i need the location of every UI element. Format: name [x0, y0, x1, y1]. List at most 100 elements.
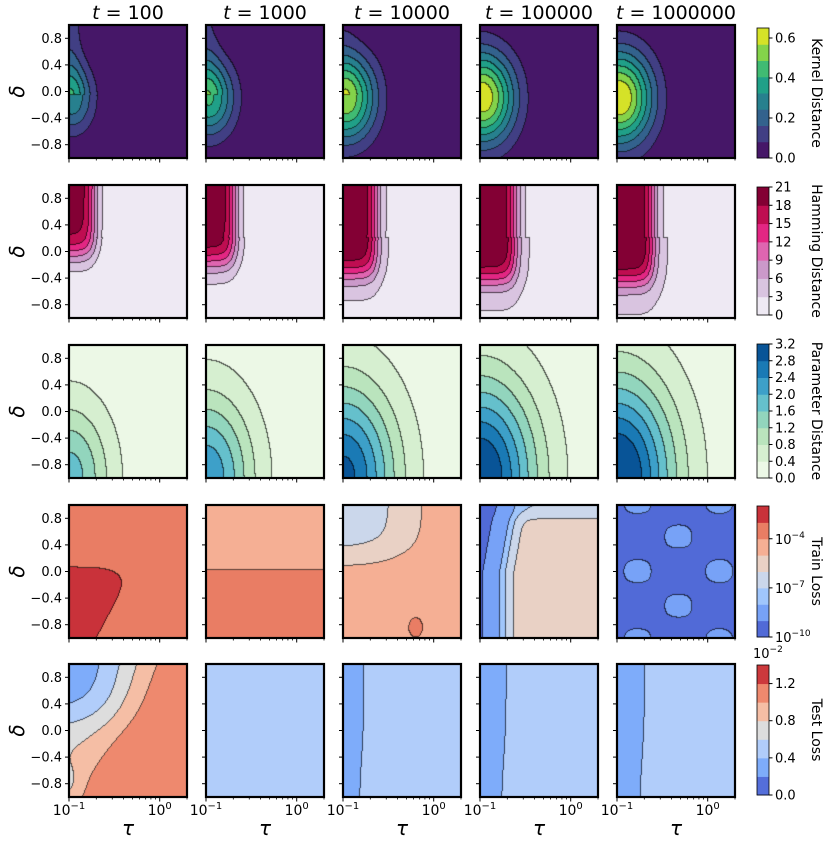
colorbar-segment — [757, 739, 769, 759]
colorbar-segment — [757, 187, 769, 206]
y-tick-label: 0.8 — [41, 671, 62, 686]
x-tick-label: 10−1 — [464, 801, 497, 819]
contour-panel-r1-c5 — [617, 25, 735, 158]
x-axis-label: τ — [670, 816, 683, 840]
colorbar-tick-label: 0.4 — [775, 455, 796, 470]
colorbar-segment — [757, 587, 769, 605]
colorbar-tick-label: 0.0 — [775, 152, 796, 167]
contour-panel-r5-c2 — [206, 664, 324, 797]
colorbar-segment — [757, 427, 769, 445]
y-tick-label: 0.0 — [41, 85, 62, 100]
contour-panel-r1-c3 — [343, 25, 461, 158]
colorbar-segment — [757, 506, 769, 523]
colorbar-tick-label: 0.2 — [775, 112, 796, 127]
colorbar-segment — [757, 604, 769, 622]
x-tick-label: 100 — [422, 801, 446, 819]
colorbar-tick-label: 6 — [775, 272, 783, 287]
colorbar-segment — [757, 76, 769, 94]
colorbar-tick-label: 0.0 — [775, 789, 796, 804]
colorbar-tick-label: 12 — [775, 235, 792, 250]
colorbar-tick-label: 1.6 — [775, 405, 796, 420]
colorbar-label: Kernel Distance — [808, 38, 824, 148]
colorbar-segment — [757, 93, 769, 110]
colorbar-tick-label: 0.6 — [775, 32, 796, 47]
y-tick-label: −0.8 — [30, 777, 62, 792]
colorbar-tick-label: 0.4 — [775, 751, 796, 766]
x-tick-label: 10−1 — [601, 801, 634, 819]
contour-panel-r1-c2 — [206, 25, 324, 158]
contour-panel-r5-c3 — [343, 664, 461, 797]
colorbar-segment — [757, 278, 769, 298]
colorbar-label: Parameter Distance — [808, 342, 824, 481]
y-tick-label: −0.4 — [30, 592, 62, 607]
colorbar-segment — [757, 28, 769, 45]
y-tick-label: 0.8 — [41, 192, 62, 207]
colorbar-frame — [756, 664, 770, 796]
y-axis-label: δ — [5, 565, 29, 577]
y-tick-label: 0.4 — [41, 697, 62, 712]
y-tick-label: −0.8 — [30, 458, 62, 473]
y-tick-label: −0.8 — [30, 618, 62, 633]
y-tick-label: 0.0 — [41, 405, 62, 420]
colorbar-segment — [757, 461, 769, 479]
colorbar-tick-label: 1.2 — [775, 421, 796, 436]
y-axis-label: δ — [5, 85, 29, 97]
colorbar-segment — [757, 205, 769, 225]
colorbar-tick-label: 18 — [775, 199, 792, 214]
y-tick-label: −0.4 — [30, 112, 62, 127]
colorbar-segment — [757, 571, 769, 589]
colorbar-segment — [757, 296, 769, 316]
colorbar-segment — [757, 241, 769, 261]
colorbar-segment — [757, 60, 769, 78]
contour-panel-r2-c3 — [343, 185, 461, 318]
colorbar-tick-label: 3.2 — [775, 338, 796, 353]
colorbar-segment — [757, 683, 769, 703]
contour-panel-r3-c1 — [69, 345, 187, 478]
y-tick-label: 0.4 — [41, 58, 62, 73]
y-tick-label: −0.4 — [30, 751, 62, 766]
colorbar-segment — [757, 665, 769, 685]
colorbar-segment — [757, 522, 769, 540]
contour-maps — [69, 25, 769, 797]
colorbar-segment — [757, 109, 769, 126]
colorbar-segment — [757, 141, 769, 159]
colorbar-segment — [757, 702, 769, 722]
y-tick-label: 0.0 — [41, 245, 62, 260]
colorbar-tick-label: 0 — [775, 309, 783, 324]
colorbar-tick-label: 9 — [775, 254, 783, 269]
contour-panel-r3-c3 — [343, 345, 461, 478]
colorbar-tick-label: 0.4 — [775, 72, 796, 87]
colorbar-tick-label: 10−4 — [775, 531, 805, 548]
colorbar-tick-label: 10−10 — [775, 629, 811, 646]
y-tick-label: −0.8 — [30, 298, 62, 313]
column-title: t = 100000 — [485, 2, 593, 24]
colorbar-tick-label: 15 — [775, 217, 792, 232]
y-tick-label: 0.8 — [41, 352, 62, 367]
x-tick-label: 100 — [559, 801, 583, 819]
y-tick-label: −0.4 — [30, 432, 62, 447]
contour-panel-r1-c1 — [69, 25, 187, 158]
contour-panel-r2-c5 — [617, 185, 735, 318]
colorbar-segment — [757, 125, 769, 143]
contour-panel-r3-c4 — [480, 345, 598, 478]
contour-panel-r4-c5 — [617, 505, 735, 638]
colorbar-segment — [757, 223, 769, 243]
colorbar-segment — [757, 757, 769, 777]
figure-text: 0.8 0.4 0.0 −0.4 −0.8 t = 100 t = 1000 t = 1000… — [5, 2, 824, 840]
contour-panel-r4-c3 — [343, 505, 461, 638]
y-tick-label: 0.8 — [41, 512, 62, 527]
y-axis-label: δ — [5, 245, 29, 257]
contour-panel-r1-c4 — [480, 25, 598, 158]
colorbar-segment — [757, 720, 769, 740]
colorbar-segment — [757, 555, 769, 572]
y-tick-label: −0.4 — [30, 272, 62, 287]
x-tick-label: 10−1 — [327, 801, 360, 819]
colorbar-label: Hamming Distance — [808, 184, 824, 318]
colorbar-segment — [757, 444, 769, 462]
colorbar-tick-label: 21 — [775, 181, 792, 196]
colorbar-tick-label: 2.4 — [775, 371, 796, 386]
colorbar-tick-label: 1.2 — [775, 677, 796, 692]
colorbar-tick-label: 10−7 — [775, 580, 805, 597]
colorbar-segment — [757, 344, 769, 362]
